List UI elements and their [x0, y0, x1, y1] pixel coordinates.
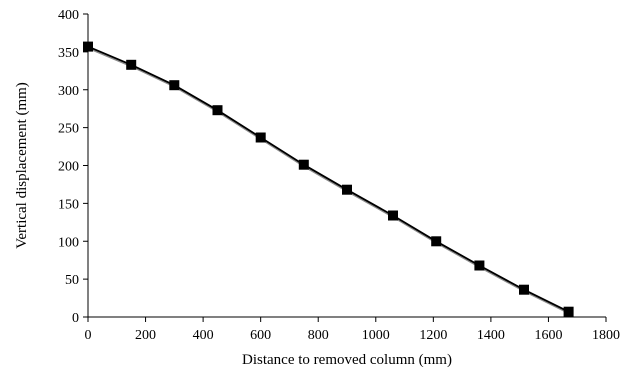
ticks: 0 50 100 150 200 250 300 350 400 0 200 400 600 800 100…: [58, 8, 620, 343]
x-tick-label: 1600: [534, 328, 562, 343]
y-tick-label: 300: [58, 84, 79, 99]
series-line-0: [87, 45, 569, 313]
y-tick-label: 100: [58, 235, 79, 250]
data-point: [298, 159, 309, 170]
data-point: [431, 236, 442, 247]
data-point: [563, 306, 574, 317]
series-line-1: [87, 47, 569, 314]
y-axis-label: Vertical displacement (mm): [14, 82, 30, 249]
data-point: [388, 210, 398, 221]
data-point: [255, 132, 266, 143]
data-point: [474, 260, 485, 271]
x-tick-label: 0: [85, 328, 92, 343]
data-point: [126, 59, 137, 70]
data-point: [212, 105, 223, 116]
y-tick-label: 400: [58, 8, 79, 23]
x-tick-label: 400: [193, 328, 214, 343]
data-point: [519, 284, 529, 295]
y-tick-label: 0: [72, 311, 79, 326]
x-tick-label: 1800: [592, 328, 620, 343]
y-tick-label: 350: [58, 46, 79, 61]
y-tick-label: 250: [58, 122, 79, 137]
x-tick-label: 1200: [419, 328, 447, 343]
y-tick-label: 200: [58, 160, 79, 175]
x-tick-label: 1400: [477, 328, 505, 343]
x-tick-label: 600: [250, 328, 271, 343]
data-point: [342, 184, 352, 195]
x-tick-label: 1000: [362, 328, 390, 343]
x-tick-label: 200: [135, 328, 156, 343]
x-tick-label: 800: [308, 328, 329, 343]
series-layer: [83, 41, 574, 317]
data-point: [169, 80, 180, 91]
x-axis-label: Distance to removed column (mm): [242, 352, 452, 368]
data-point: [83, 41, 93, 52]
y-tick-label: 50: [65, 273, 79, 288]
y-tick-label: 150: [58, 197, 79, 212]
